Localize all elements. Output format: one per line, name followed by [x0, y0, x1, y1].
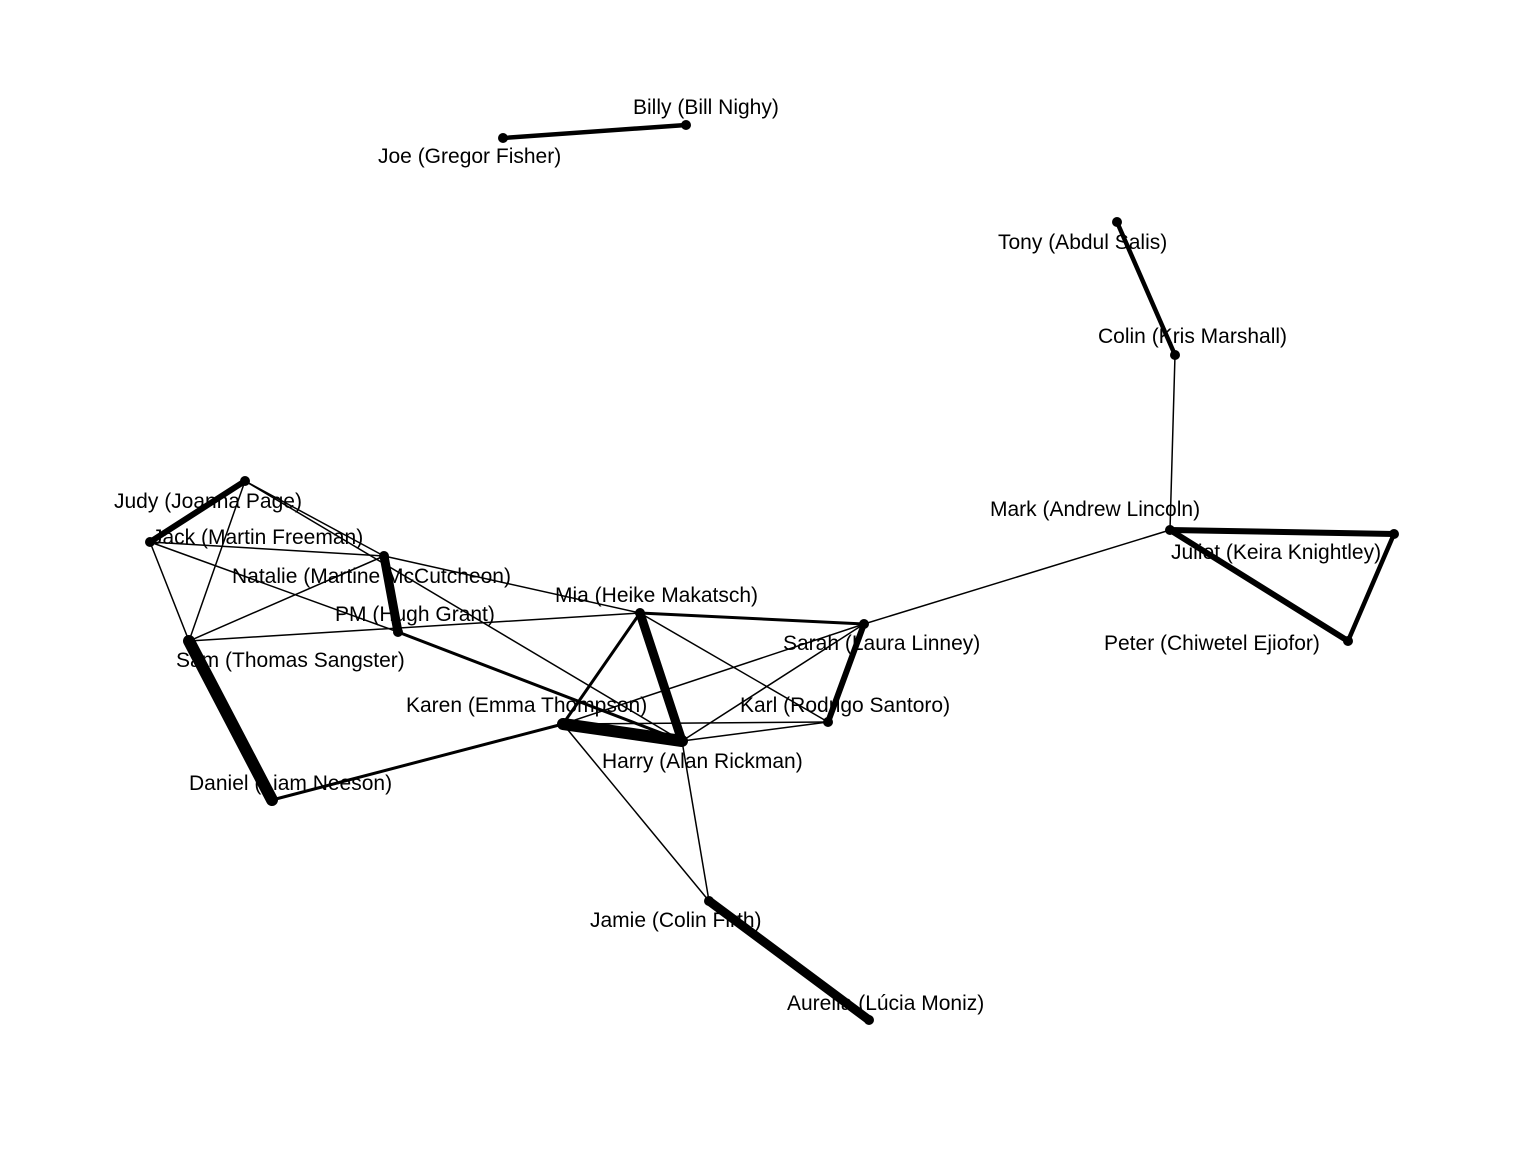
- node-colin: [1170, 350, 1180, 360]
- node-label-juliet: Juliet (Keira Knightley): [1171, 541, 1381, 564]
- edge-mark-juliet: [1167, 527, 1397, 537]
- node-label-daniel: Daniel (Liam Neeson): [189, 772, 392, 795]
- edge-jack-natalie: [149, 541, 385, 557]
- node-label-judy: Judy (Joanna Page): [114, 490, 302, 513]
- node-label-pm: PM (Hugh Grant): [335, 603, 495, 626]
- node-label-sarah: Sarah (Laura Linney): [783, 632, 980, 655]
- node-label-billy: Billy (Bill Nighy): [633, 96, 779, 119]
- node-label-joe: Joe (Gregor Fisher): [378, 145, 561, 168]
- edge-juliet-peter: [1345, 531, 1397, 644]
- node-pm: [393, 627, 403, 637]
- edge-daniel-karen: [270, 722, 565, 802]
- edge-jack-pm: [149, 541, 399, 633]
- edge-harry-sarah: [681, 623, 865, 742]
- node-jack: [145, 537, 155, 547]
- node-joe: [498, 133, 508, 143]
- graph-labels: Billy (Bill Nighy) Joe (Gregor Fisher) Ton…: [114, 96, 1381, 1015]
- node-label-peter: Peter (Chiwetel Ejiofor): [1104, 632, 1320, 655]
- edge-jack-sam: [149, 541, 190, 642]
- edge-karen-harry: [557, 718, 688, 747]
- node-label-natalie: Natalie (Martine McCutcheon): [232, 565, 511, 588]
- node-mia: [635, 608, 645, 618]
- node-label-harry: Harry (Alan Rickman): [602, 750, 803, 773]
- node-karl: [823, 717, 833, 727]
- edge-harry-jamie: [681, 740, 710, 902]
- edge-judy-sam: [188, 480, 246, 642]
- edge-tony-colin: [1114, 219, 1178, 358]
- edge-mark-peter: [1167, 527, 1351, 644]
- edge-pm-harry: [396, 630, 684, 743]
- node-daniel: [267, 795, 277, 805]
- node-tony: [1112, 217, 1122, 227]
- edge-mia-sarah: [638, 611, 866, 626]
- node-label-colin: Colin (Kris Marshall): [1098, 325, 1287, 348]
- edge-harry-karl: [681, 721, 829, 742]
- node-label-jack: Jack (Martin Freeman): [152, 526, 363, 549]
- node-label-jamie: Jamie (Colin Firth): [590, 909, 762, 932]
- node-label-aurelia: Aurelia (Lúcia Moniz): [787, 992, 984, 1015]
- edge-natalie-mia: [383, 555, 641, 614]
- node-aurelia: [864, 1015, 874, 1025]
- edge-natalie-pm: [379, 551, 403, 637]
- node-label-tony: Tony (Abdul Salis): [998, 231, 1167, 254]
- edge-mia-harry: [635, 608, 687, 746]
- edge-judy-natalie: [244, 480, 385, 557]
- node-judy: [240, 476, 250, 486]
- node-juliet: [1389, 529, 1399, 539]
- node-label-karen: Karen (Emma Thompson): [406, 694, 647, 717]
- edge-judy-jack: [147, 478, 248, 545]
- edge-sam-daniel: [183, 635, 278, 806]
- graph-edges: [147, 122, 1397, 1025]
- node-label-karl: Karl (Rodrigo Santoro): [740, 694, 950, 717]
- node-billy: [681, 120, 691, 130]
- edge-jamie-aurelia: [704, 896, 874, 1025]
- node-label-mark: Mark (Andrew Lincoln): [990, 498, 1200, 521]
- node-harry: [677, 736, 687, 746]
- node-mark: [1165, 525, 1175, 535]
- node-sam: [184, 636, 194, 646]
- edge-colin-mark: [1169, 354, 1176, 531]
- graph-nodes: [145, 120, 1399, 1025]
- node-label-sam: Sam (Thomas Sangster): [176, 649, 405, 672]
- node-label-mia: Mia (Heike Makatsch): [555, 584, 758, 607]
- edge-karen-sarah: [562, 623, 865, 725]
- edge-sam-mia: [188, 612, 641, 642]
- node-natalie: [379, 551, 389, 561]
- node-jamie: [704, 896, 714, 906]
- edge-billy-joe: [500, 122, 689, 141]
- edge-mark-sarah: [863, 529, 1171, 625]
- edge-natalie-sam: [188, 555, 385, 642]
- edge-sarah-karl: [825, 621, 867, 725]
- edge-judy-harry: [244, 480, 683, 742]
- edge-mia-karen: [561, 611, 642, 726]
- node-peter: [1343, 636, 1353, 646]
- node-sarah: [859, 619, 869, 629]
- edge-karen-karl: [562, 721, 829, 725]
- node-karen: [558, 719, 568, 729]
- edge-karen-jamie: [562, 723, 710, 902]
